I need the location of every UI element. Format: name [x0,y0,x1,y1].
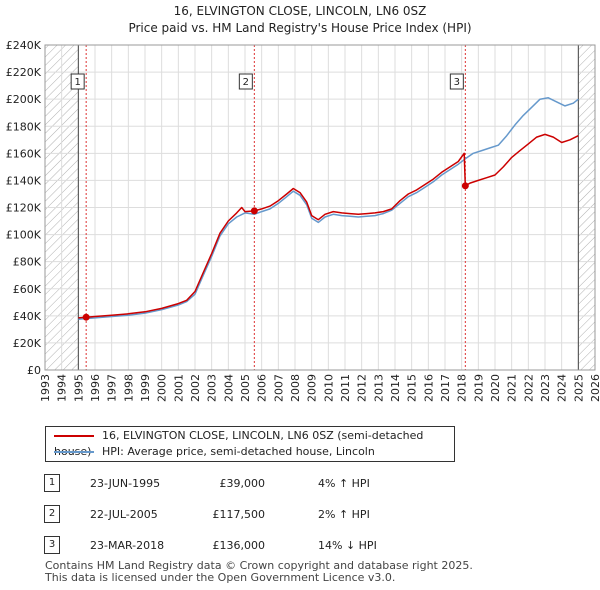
x-tick-label: 2017 [439,374,452,402]
x-tick-label: 2009 [306,374,319,402]
y-tick-label: £140K [6,174,42,187]
sale-price: £136,000 [212,539,266,552]
y-tick-label: £100K [6,229,42,242]
chart-title: 16, ELVINGTON CLOSE, LINCOLN, LN6 0SZ [174,4,427,18]
footer-copyright: Contains HM Land Registry data © Crown c… [45,559,473,572]
x-tick-label: 1998 [122,374,135,402]
sale-number: 3 [44,536,60,554]
y-tick-label: £200K [6,93,42,106]
sale-hpi-change: 14% ↓ HPI [318,539,377,552]
y-tick-label: £40K [13,310,42,323]
x-tick-label: 2005 [239,374,252,402]
sale-label-box [238,73,253,90]
sale-label: 2 [243,77,249,88]
sale-row: 2 22-JUL-2005 £117,500 2% ↑ HPI [0,505,600,525]
x-tick-label: 2014 [389,374,402,402]
sale-row: 3 23-MAR-2018 £136,000 14% ↓ HPI [0,536,600,556]
x-tick-label: 1996 [89,374,102,402]
sale-number: 2 [44,505,60,523]
sale-point [461,182,469,190]
sale-point [82,313,90,321]
sale-row: 1 23-JUN-1995 £39,000 4% ↑ HPI [0,474,600,494]
x-tick-label: 1997 [106,374,119,402]
y-tick-label: £240K [6,39,42,52]
x-tick-label: 2001 [172,374,185,402]
x-tick-label: 2004 [222,374,235,402]
sale-number: 1 [44,474,60,492]
y-tick-label: £160K [6,147,42,160]
sale-hpi-change: 2% ↑ HPI [318,508,370,521]
price-chart: 16, ELVINGTON CLOSE, LINCOLN, LN6 0SZ Pr… [6,4,600,402]
x-tick-label: 2010 [322,374,335,402]
x-tick-label: 1993 [39,374,52,402]
x-tick-label: 2000 [156,374,169,402]
sale-date: 22-JUL-2005 [90,508,158,521]
legend-label-hpi: HPI: Average price, semi-detached house,… [102,445,375,458]
x-tick-label: 2013 [372,374,385,402]
y-tick-label: £80K [13,256,42,269]
footer: Contains HM Land Registry data © Crown c… [45,560,473,584]
x-tick-label: 2002 [189,374,202,402]
chart-subtitle: Price paid vs. HM Land Registry's House … [128,21,471,35]
sale-label-box [70,73,85,90]
x-tick-label: 2019 [472,374,485,402]
sale-date: 23-JUN-1995 [90,477,161,490]
x-tick-label: 2015 [406,374,419,402]
legend-swatch-property [54,435,94,437]
series-line-property [78,133,579,319]
y-tick-label: £0 [27,364,41,377]
y-tick-label: £20K [13,337,42,350]
y-tick-label: £220K [6,66,42,79]
x-tick-label: 2003 [206,374,219,402]
x-tick-label: 1995 [72,374,85,402]
y-tick-label: £180K [6,120,42,133]
x-tick-label: 2008 [289,374,302,402]
legend-item-hpi: HPI: Average price, semi-detached house,… [54,444,375,460]
x-tick-label: 2006 [256,374,269,402]
y-tick-label: £60K [13,283,42,296]
x-tick-label: 2023 [539,374,552,402]
legend-swatch-hpi [54,451,94,453]
footer-licence: This data is licensed under the Open Gov… [45,571,396,584]
x-tick-label: 2011 [339,374,352,402]
series-line-hpi [78,97,579,320]
x-tick-label: 2012 [356,374,369,402]
x-tick-label: 2024 [556,374,569,402]
x-tick-label: 2021 [506,374,519,402]
x-tick-label: 2018 [456,374,469,402]
x-tick-label: 2020 [489,374,502,402]
sale-label: 3 [454,77,460,88]
y-tick-label: £120K [6,202,42,215]
sale-date: 23-MAR-2018 [90,539,165,552]
x-tick-label: 1999 [139,374,152,402]
sale-hpi-change: 4% ↑ HPI [318,477,370,490]
sale-price: £39,000 [219,477,266,490]
plot-frame [44,44,596,371]
sale-point [250,207,258,215]
x-tick-label: 2025 [572,374,585,402]
x-tick-label: 2016 [422,374,435,402]
legend-item-property: 16, ELVINGTON CLOSE, LINCOLN, LN6 0SZ (s… [54,428,454,458]
sale-label-box [449,73,464,90]
x-tick-label: 1994 [56,374,69,402]
x-tick-label: 2026 [589,374,600,402]
sale-price: £117,500 [212,508,266,521]
x-tick-label: 2022 [522,374,535,402]
sale-label: 1 [74,77,80,88]
chart-legend: 16, ELVINGTON CLOSE, LINCOLN, LN6 0SZ (s… [45,426,455,462]
x-tick-label: 2007 [272,374,285,402]
